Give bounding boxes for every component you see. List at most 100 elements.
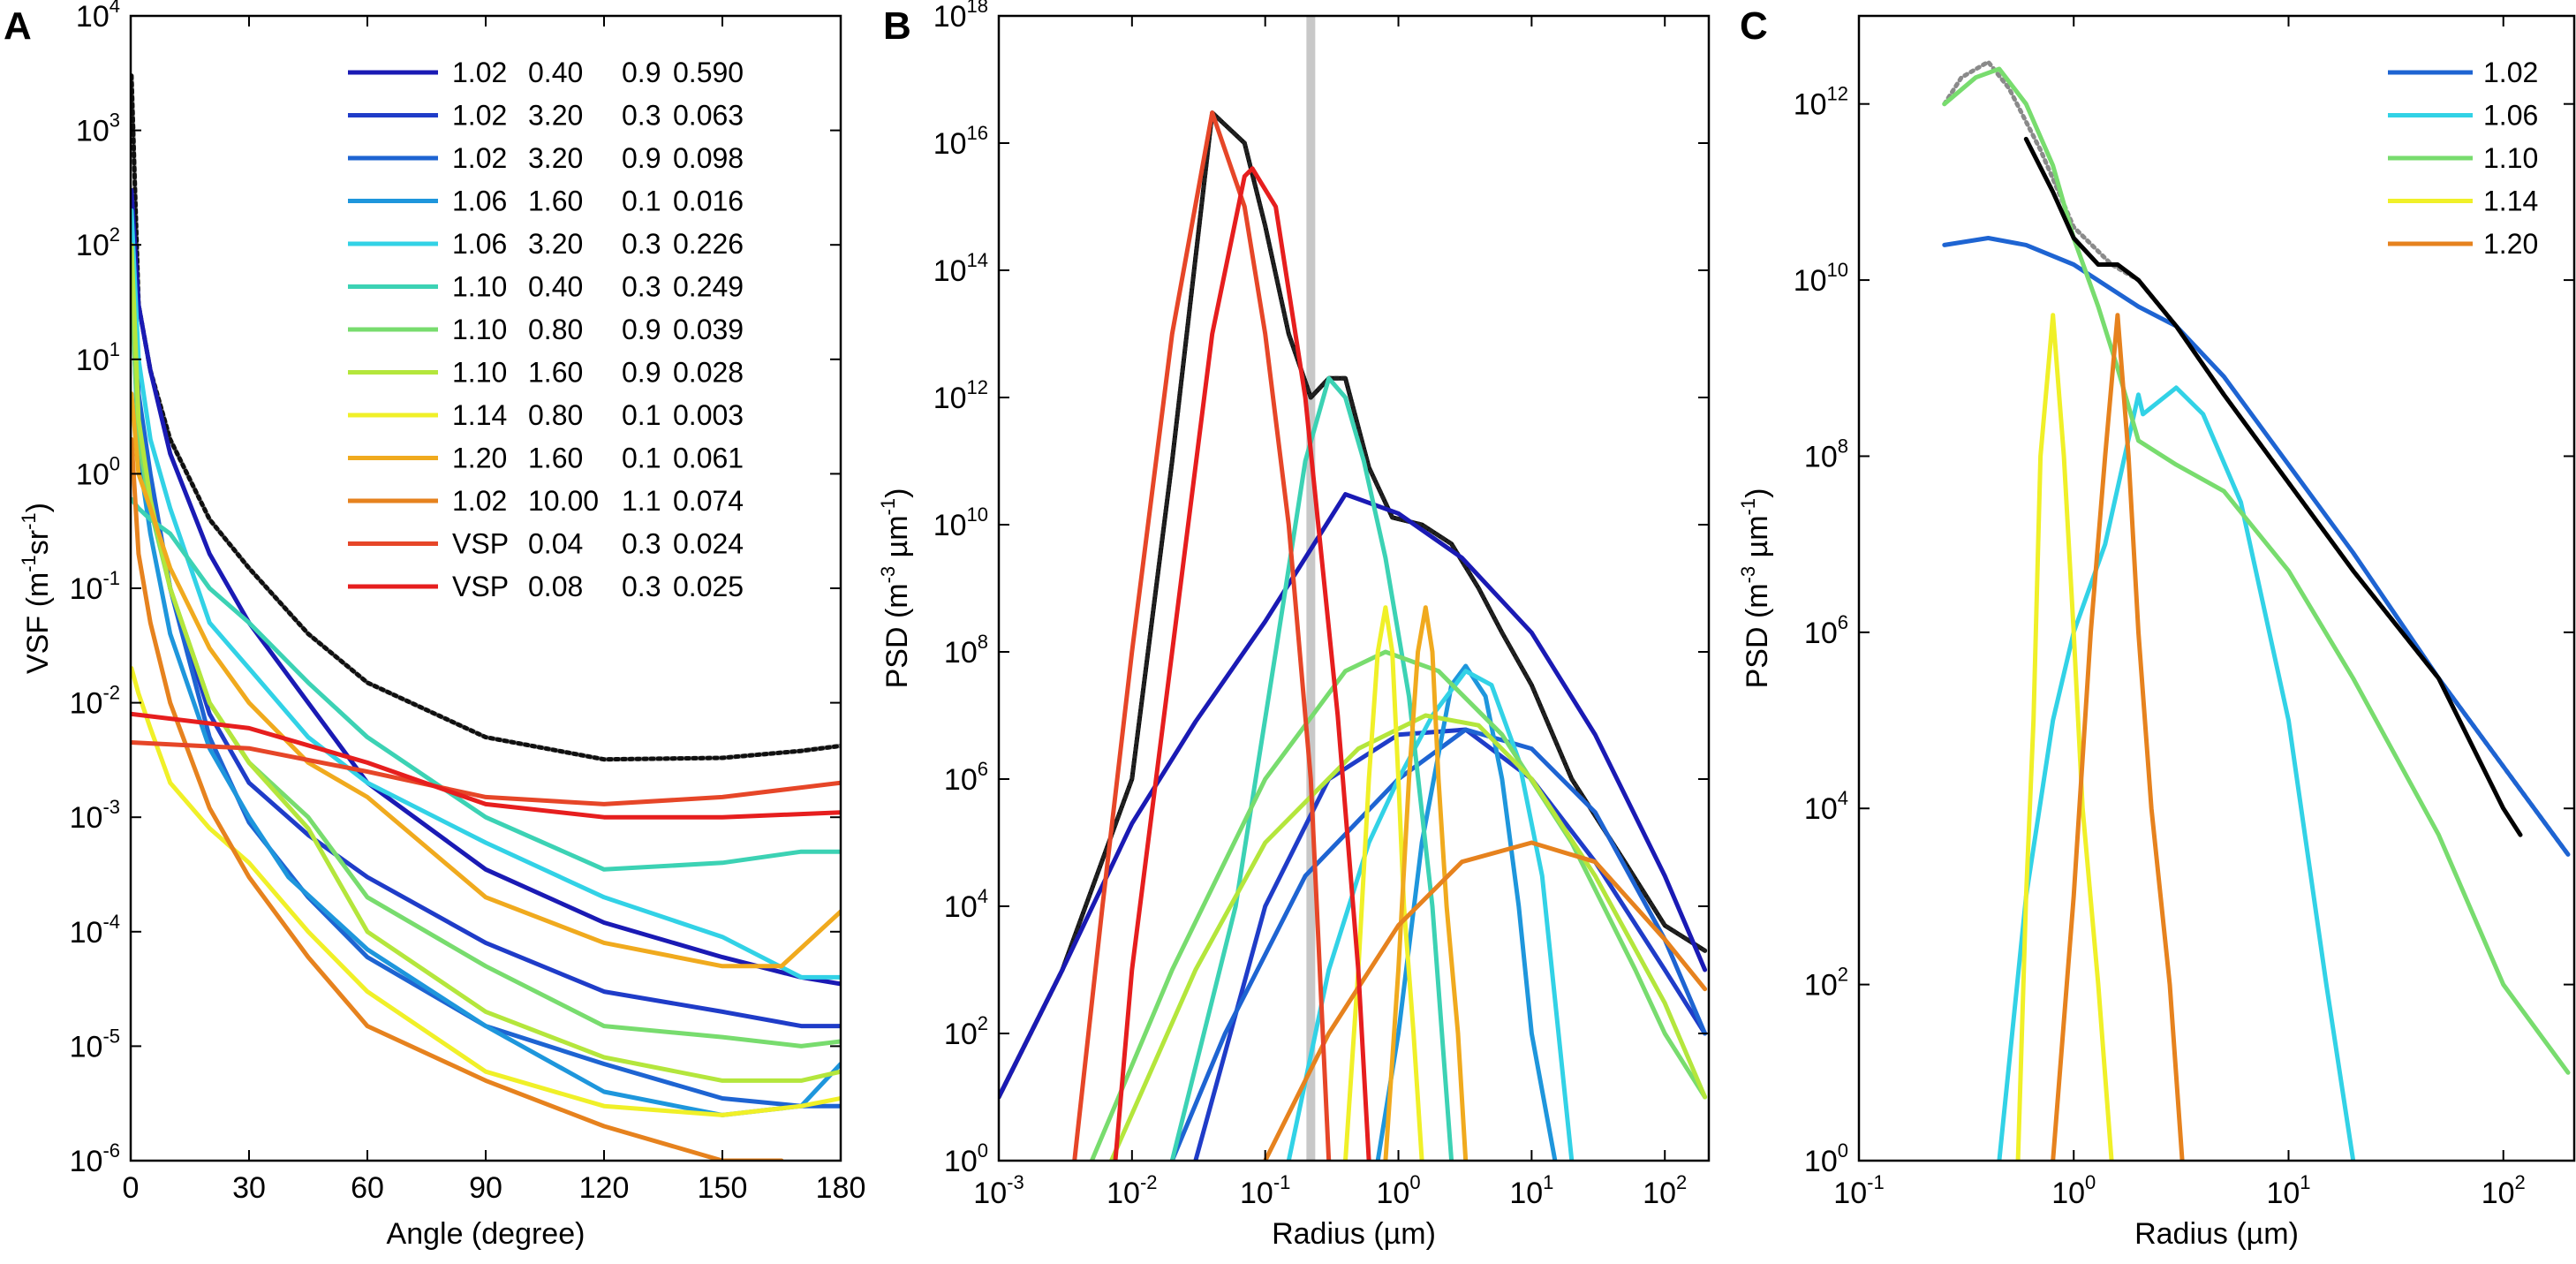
legend-label: 1.20 [2483,228,2538,260]
legend-label: 1.60 [528,185,583,217]
legend-label: 1.20 [452,443,507,474]
legend-label: 1.60 [528,443,583,474]
x-tick-label: 10-1 [1240,1171,1290,1210]
series-line-2 [999,110,1708,1100]
legend-label: 0.025 [673,571,744,602]
legend-label: 0.9 [622,357,661,389]
legend-label: 0.3 [622,528,661,560]
x-tick-label: 120 [579,1171,630,1205]
series-line-7 [131,208,841,980]
legend-label: 1.10 [452,271,507,303]
legend-label: 0.061 [673,443,744,474]
legend-label: 1.02 [452,57,507,88]
x-axis-label: Radius (µm) [1272,1217,1436,1251]
legend-label: 1.1 [622,485,661,517]
y-tick-label: 10-3 [70,796,120,835]
series-line-14 [131,740,841,806]
series-line-9 [1089,649,1708,1161]
legend-label: 1.10 [2483,142,2538,174]
legend-label: 1.10 [452,357,507,389]
series-line-10 [1109,713,1708,1161]
series-line-2 [1942,236,2571,857]
legend-label: 0.3 [622,271,661,303]
legend-label: 0.9 [622,57,661,88]
legend-label: 0.9 [622,314,661,345]
legend-label: 0.1 [622,399,661,431]
legend-label: 0.226 [673,228,744,260]
y-tick-label: 10-2 [70,682,120,721]
y-tick-label: 10-1 [70,567,120,606]
y-tick-label: 106 [944,758,988,797]
panel-c-letter: C [1740,4,1768,48]
series-line-3 [999,492,1708,1100]
y-tick-label: 10-5 [70,1025,120,1063]
series-line-7 [2023,136,2523,837]
legend-label: 1.10 [452,314,507,345]
y-axis-label: VSF (m-1sr-1) [18,503,55,674]
x-axis-label: Angle (degree) [387,1217,585,1251]
legend-label: 3.20 [528,142,583,174]
legend-label: 0.3 [622,228,661,260]
y-tick-label: 102 [1804,964,1848,1003]
legend-c: 1.02 1.06 1.10 1.14 1.20 [2388,57,2538,260]
series-line-10 [131,242,841,1083]
series-line-1 [999,110,1708,1100]
legend-label: 0.039 [673,314,744,345]
y-tick-label: 106 [1804,611,1848,650]
x-tick-label: 102 [1643,1171,1687,1210]
series-line-15 [1113,166,1371,1161]
x-tick-label: 150 [698,1171,748,1205]
x-tick-label: 0 [123,1171,140,1205]
legend-label: 0.063 [673,100,744,132]
legend-label: VSP [452,571,509,602]
legend-label: 1.02 [452,485,507,517]
y-tick-label: 101 [76,338,120,377]
legend-label: 0.3 [622,571,661,602]
legend-label: 0.249 [673,271,744,303]
series-line-8 [1169,375,1454,1161]
legend-label: 0.074 [673,485,744,517]
y-tick-label: 1014 [933,249,988,288]
threshold-band [1306,16,1316,1161]
y-axis-label: PSD (m-3 µm-1) [1737,488,1774,689]
legend-label: 0.80 [528,314,583,345]
legend-label: 0.40 [528,57,583,88]
legend-label: 0.04 [528,528,583,560]
legend-a: 1.02 0.40 0.9 0.590 1.02 3.20 0.3 0.063 1.02 3.20… [348,57,744,602]
legend-label: 0.40 [528,271,583,303]
y-tick-label: 1012 [1794,83,1848,122]
legend-label: 1.02 [452,100,507,132]
legend-label: 1.60 [528,357,583,389]
legend-label: VSP [452,528,509,560]
panel-b-letter: B [883,4,911,48]
y-tick-label: 100 [76,452,120,491]
legend-label: 0.003 [673,399,744,431]
y-tick-label: 10-4 [70,911,120,950]
x-tick-label: 101 [2266,1171,2310,1210]
plot-frame [997,14,1711,1162]
legend-label: 0.3 [622,100,661,132]
y-tick-label: 1016 [933,122,988,161]
y-tick-label: 100 [944,1139,988,1178]
legend-label: 0.028 [673,357,744,389]
x-tick-label: 10-3 [973,1171,1024,1210]
y-tick-label: 103 [76,110,120,148]
y-tick-label: 102 [944,1012,988,1051]
x-tick-label: 10-1 [1833,1171,1884,1210]
y-tick-label: 1012 [933,376,988,415]
legend-label: 0.1 [622,185,661,217]
legend-label: 1.06 [452,185,507,217]
legend-label: 1.06 [452,228,507,260]
x-tick-label: 60 [351,1171,384,1205]
series-line-3 [1997,385,2356,1161]
y-tick-label: 104 [1804,787,1848,826]
legend-label: 1.14 [2483,185,2538,217]
series-line-11 [131,666,841,1117]
series-group [999,110,1708,1161]
y-tick-label: 102 [76,223,120,262]
legend-label: 0.024 [673,528,744,560]
series-line-5 [2015,313,2114,1161]
